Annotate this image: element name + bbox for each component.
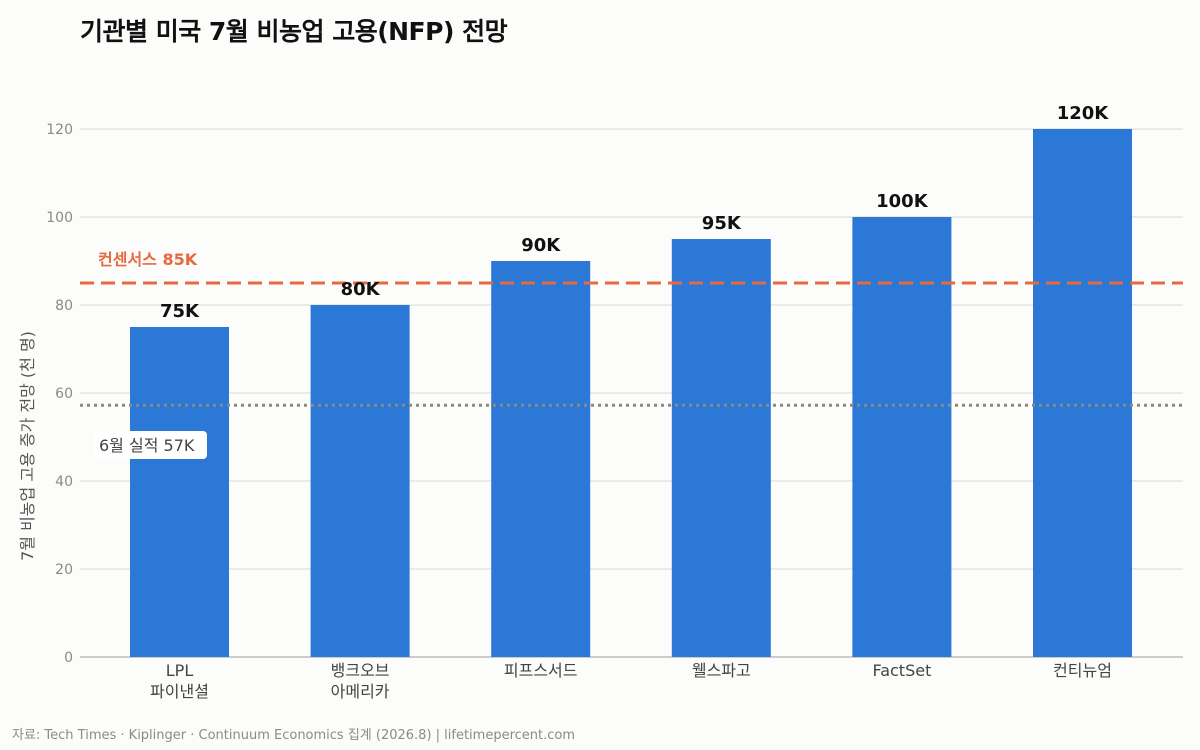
y-axis-label: 7월 비농업 고용 증가 전망 (천 명) <box>18 331 37 561</box>
y-tick-label: 40 <box>55 474 73 490</box>
x-tick-label: 뱅크오브 <box>331 661 390 680</box>
bar <box>310 305 410 657</box>
x-tick-label: 컨티뉴엄 <box>1053 661 1112 680</box>
x-tick-label: FactSet <box>872 661 931 680</box>
bar-value-label: 80K <box>341 279 381 300</box>
reference-lines <box>80 281 1183 407</box>
bar <box>130 327 229 657</box>
june-actual-label: 6월 실적 57K <box>99 436 195 455</box>
bar <box>671 239 771 657</box>
bar-value-label: 75K <box>160 301 200 322</box>
grid-lines <box>80 128 1183 658</box>
y-tick-label: 100 <box>46 210 73 226</box>
bar-value-label: 100K <box>876 191 929 212</box>
y-tick-label: 120 <box>46 122 73 138</box>
x-tick-label: 피프스서드 <box>504 661 578 680</box>
x-tick-label: 아메리카 <box>331 682 390 701</box>
bar <box>1033 129 1132 657</box>
y-tick-label: 80 <box>55 298 73 314</box>
bar-value-label: 90K <box>521 235 561 256</box>
chart-title: 기관별 미국 7월 비농업 고용(NFP) 전망 <box>80 17 508 46</box>
consensus-label: 컨센서스 85K <box>98 250 198 269</box>
y-tick-label: 60 <box>55 386 73 402</box>
x-tick-label: 웰스파고 <box>692 661 751 680</box>
bar-value-label: 120K <box>1057 103 1110 124</box>
labels: 0 20 40 60 80 100 120 7월 비농업 고용 증가 전망 (천 명) 75K L… <box>18 103 1112 701</box>
source-note: 자료: Tech Times · Kiplinger · Continuum E… <box>12 728 576 743</box>
june-actual-label-box <box>93 431 207 459</box>
bar <box>491 261 591 657</box>
x-tick-label: LPL <box>166 661 194 680</box>
bars <box>130 129 1132 657</box>
y-tick-label: 20 <box>55 562 73 578</box>
bar-value-label: 95K <box>702 213 742 234</box>
y-tick-label: 0 <box>64 650 73 666</box>
x-tick-label: 파이낸셜 <box>150 682 209 701</box>
bar <box>852 217 952 657</box>
